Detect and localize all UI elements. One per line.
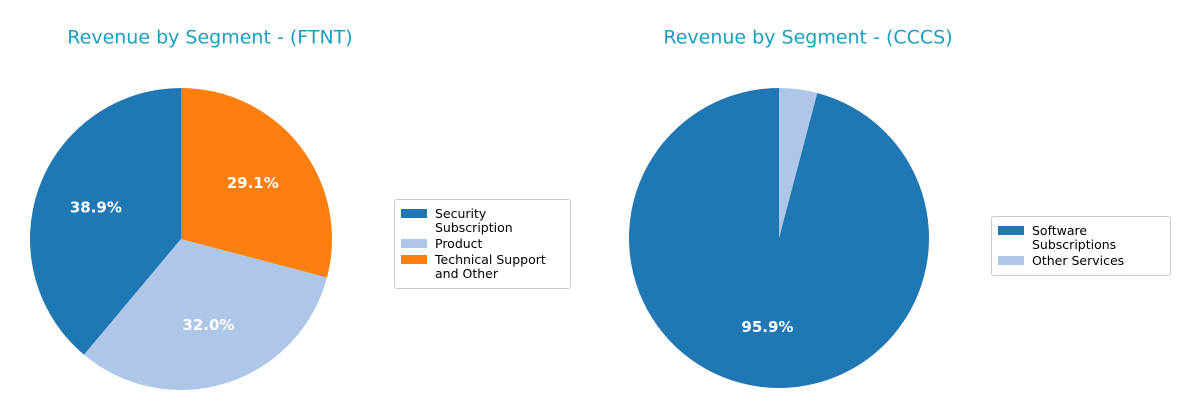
slice-label: 32.0%: [182, 316, 234, 334]
legend-label: Technical Support and Other: [435, 252, 546, 281]
legend-label: Security Subscription: [435, 206, 513, 235]
legend-swatch: [401, 255, 427, 264]
legend-label: Software Subscriptions: [1032, 223, 1117, 252]
chart-title: Revenue by Segment - (FTNT): [67, 27, 352, 49]
legend-item: Technical Support and Other: [401, 253, 564, 281]
pie-slice: [84, 239, 328, 390]
slice-label: 95.9%: [741, 318, 793, 336]
legend: Software Subscriptions Other Services: [991, 216, 1171, 276]
legend-item: Security Subscription: [401, 207, 564, 235]
legend-swatch: [998, 226, 1024, 235]
pie-slice: [30, 88, 182, 355]
legend-swatch: [998, 256, 1024, 265]
slice-label: 38.9%: [70, 199, 122, 217]
legend-swatch: [401, 239, 427, 248]
legend-item: Product: [401, 237, 564, 251]
legend-swatch: [401, 209, 427, 218]
slice-label: 29.1%: [227, 174, 279, 192]
legend-label: Product: [435, 236, 483, 251]
legend: Security Subscription Product Technical Su…: [394, 199, 571, 289]
pie-slice: [181, 88, 332, 278]
legend-item: Other Services: [998, 254, 1164, 268]
chart-title: Revenue by Segment - (CCCS): [663, 27, 952, 49]
legend-label: Other Services: [1032, 253, 1125, 268]
legend-item: Software Subscriptions: [998, 224, 1164, 252]
pie-slice: [779, 88, 818, 238]
